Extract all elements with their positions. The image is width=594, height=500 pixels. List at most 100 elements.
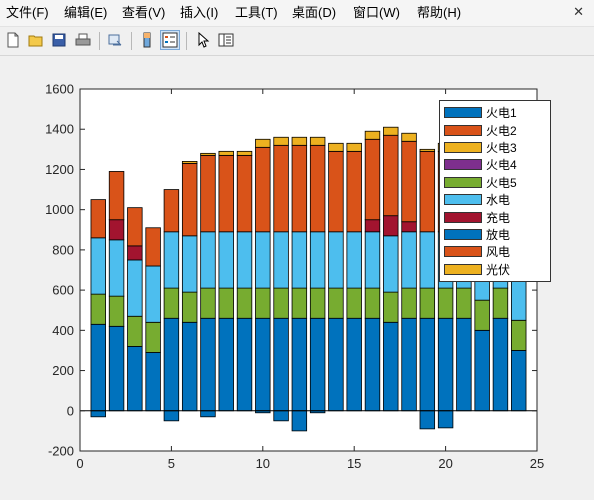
bar-segment: [90, 293, 106, 325]
bar-segment: [492, 317, 509, 412]
bar-segment: [346, 150, 362, 233]
bar-segment: [236, 150, 253, 156]
y-tick-label: 0: [67, 403, 74, 418]
legend-label: 光伏: [486, 262, 511, 277]
toolbar-separator: [186, 32, 187, 50]
legend-label: 火电5: [486, 175, 517, 190]
bar-segment: [364, 138, 381, 221]
bar-segment: [108, 219, 125, 241]
legend-swatch: [444, 159, 482, 171]
bar-segment: [273, 136, 289, 146]
legend-swatch: [444, 263, 482, 275]
bar-segment: [163, 410, 180, 422]
bar-segment: [346, 142, 362, 152]
y-tick-label: 1400: [45, 122, 74, 137]
legend-swatch: [444, 107, 482, 119]
bar-segment: [437, 287, 454, 319]
close-icon[interactable]: ✕: [573, 4, 584, 19]
figure-area: 0 5 10 15 20 25 -200 0 200 400 600 800 1000 1200 1400 1…: [0, 56, 594, 500]
bar-segment: [419, 287, 436, 319]
menu-window[interactable]: 窗口(W): [353, 5, 400, 20]
bar-segment: [364, 130, 381, 140]
new-file-icon[interactable]: [3, 30, 23, 50]
bar-segment: [200, 152, 216, 156]
bar-segment: [401, 287, 417, 319]
menu-view[interactable]: 查看(V): [122, 5, 166, 20]
bar-segment: [419, 410, 436, 430]
legend[interactable]: 火电1 火电2 火电3 火电4 火电5 水电 充电 放电 风电 光伏: [439, 100, 551, 282]
figure-toolbar: [0, 27, 594, 56]
bar-segment: [309, 287, 326, 319]
menu-bar: 文件(F) 编辑(E) 查看(V) 插入(I) 工具(T) 桌面(D) 窗口(W…: [0, 0, 594, 27]
bar-segment: [328, 317, 344, 412]
bar-segment: [255, 146, 271, 233]
bar-segment: [437, 410, 454, 429]
bar-segment: [309, 231, 326, 289]
property-editor-icon[interactable]: [216, 30, 236, 50]
bar-segment: [218, 150, 234, 156]
y-tick-label: 1200: [45, 162, 74, 177]
bar-segment: [364, 231, 381, 289]
bar-segment: [255, 231, 271, 289]
bar-segment: [127, 346, 143, 412]
bar-segment: [90, 410, 106, 418]
toolbar-separator: [99, 32, 100, 50]
insert-colorbar-icon[interactable]: [137, 30, 157, 50]
bar-segment: [90, 323, 106, 412]
bar-segment: [218, 317, 234, 412]
bar-segment: [218, 231, 234, 289]
open-folder-icon[interactable]: [26, 30, 46, 50]
pointer-icon[interactable]: [193, 30, 213, 50]
menu-help[interactable]: 帮助(H): [417, 5, 462, 20]
x-tick-label: 10: [256, 456, 270, 471]
legend-item: 水电: [444, 191, 546, 208]
bar-segment: [218, 287, 234, 319]
legend-swatch: [444, 228, 482, 240]
bar-segment: [163, 231, 180, 289]
link-figure-icon[interactable]: [105, 30, 125, 50]
menu-insert[interactable]: 插入(I): [180, 5, 219, 20]
bar-segment: [236, 287, 253, 319]
legend-swatch: [444, 194, 482, 206]
bar-segment: [328, 231, 344, 289]
x-tick-label: 5: [168, 456, 175, 471]
bar-segment: [309, 136, 326, 146]
menu-desktop[interactable]: 桌面(D): [292, 5, 337, 20]
bar-segment: [108, 295, 125, 327]
bar-segment: [364, 317, 381, 412]
insert-legend-icon[interactable]: [160, 30, 180, 50]
bar-segment: [200, 287, 216, 319]
bar-segment: [181, 291, 198, 323]
bar-segment: [163, 189, 180, 233]
legend-swatch: [444, 124, 482, 136]
legend-label: 放电: [486, 227, 511, 242]
bar-segment: [273, 410, 289, 422]
legend-label: 火电3: [486, 140, 517, 155]
bar-segment: [273, 231, 289, 289]
legend-item: 充电: [444, 208, 546, 225]
menu-file[interactable]: 文件(F): [6, 5, 49, 20]
bar-segment: [181, 321, 198, 412]
legend-label: 水电: [486, 193, 511, 208]
bar-segment: [401, 132, 417, 142]
legend-label: 火电2: [486, 123, 517, 138]
bar-segment: [236, 231, 253, 289]
menu-edit[interactable]: 编辑(E): [64, 5, 108, 20]
legend-item: 火电5: [444, 174, 546, 191]
bar-segment: [108, 171, 125, 221]
x-tick-label: 15: [347, 456, 361, 471]
bar-segment: [511, 319, 527, 351]
bar-segment: [108, 239, 125, 297]
bar-segment: [419, 148, 436, 152]
bar-segment: [511, 350, 527, 412]
bar-segment: [309, 144, 326, 233]
bar-segment: [437, 317, 454, 412]
legend-label: 火电1: [486, 106, 517, 121]
print-icon[interactable]: [73, 30, 93, 50]
bar-segment: [273, 287, 289, 319]
bar-segment: [291, 136, 308, 146]
menu-tools[interactable]: 工具(T): [235, 5, 278, 20]
legend-swatch: [444, 211, 482, 223]
bar-segment: [291, 287, 308, 319]
save-icon[interactable]: [49, 30, 69, 50]
